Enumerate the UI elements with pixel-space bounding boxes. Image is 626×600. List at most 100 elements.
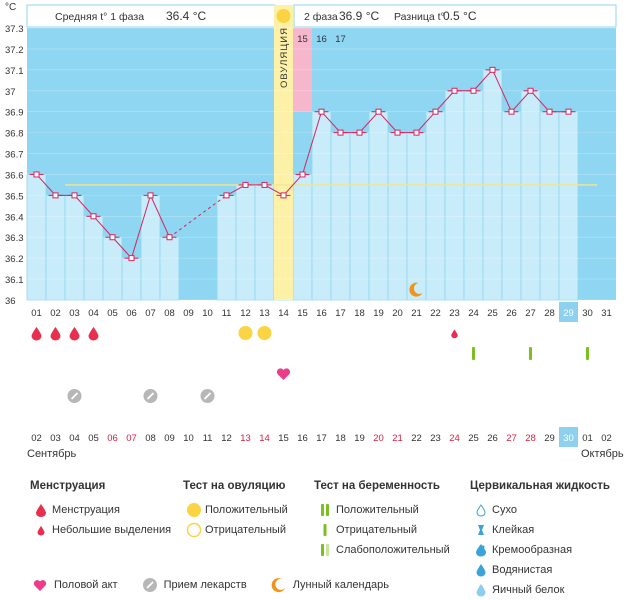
- temperature-line-segment: [530, 90, 550, 113]
- cycle-day-label: 05: [107, 308, 118, 319]
- legend-ovulation-test: Тест на овуляцию Положительный Отрицател…: [183, 480, 288, 540]
- legend-label: Клейкая: [492, 524, 535, 536]
- date-label: 29: [544, 433, 555, 444]
- temperature-point: [223, 192, 230, 199]
- temperature-line-segment: [492, 69, 512, 112]
- pill-icon-stripe: [203, 392, 212, 400]
- date-label: 07: [126, 433, 137, 444]
- legend-label: Водянистая: [492, 564, 553, 576]
- temperature-point: [337, 129, 344, 136]
- date-label: 02: [601, 433, 612, 444]
- temperature-point: [147, 192, 154, 199]
- y-tick-label: 36.6: [5, 170, 24, 181]
- ovulation-negative-icon: [183, 522, 205, 538]
- pregnancy-test-negative-icon: [529, 347, 532, 360]
- temperature-line-segment: [36, 174, 56, 196]
- ovulation-sun-icon: [276, 9, 291, 23]
- date-label: 18: [335, 433, 346, 444]
- pill-icon-stripe: [70, 392, 79, 400]
- top-day-label: 16: [316, 34, 327, 45]
- temperature-point: [565, 108, 572, 115]
- date-label: 12: [221, 433, 232, 444]
- light-spotting-drop-icon: [451, 329, 458, 339]
- legend-pregnancy-title: Тест на беременность: [314, 480, 440, 492]
- date-label: 28: [525, 433, 536, 444]
- temperature-bar: [425, 111, 446, 301]
- temperature-point: [90, 213, 97, 220]
- temperature-bar: [159, 236, 180, 301]
- temperature-point: [413, 129, 420, 136]
- date-label: 14: [259, 433, 270, 444]
- legend-label: Лунный календарь: [292, 579, 389, 591]
- temperature-point: [432, 108, 439, 115]
- cycle-day-label: 25: [487, 308, 498, 319]
- cycle-day-label: 12: [240, 308, 251, 319]
- date-label: 23: [430, 433, 441, 444]
- today-cycle-day-highlight: [559, 302, 578, 322]
- y-tick-label: 37.2: [5, 45, 24, 56]
- diff-label: Разница t°: [394, 11, 445, 23]
- cycle-day-label: 20: [392, 308, 403, 319]
- legend-item-menstruation: Менструация: [30, 500, 171, 520]
- legend-cervical: Цервикальная жидкость Сухо Клейкая Кремо…: [470, 480, 610, 600]
- month-label-right: Октябрь: [581, 448, 624, 460]
- cycle-day-label: 19: [373, 308, 384, 319]
- legend-label: Кремообразная: [492, 544, 573, 556]
- pregnancy-positive-icon: [314, 503, 336, 517]
- temperature-point: [109, 234, 116, 241]
- temperature-bar: [216, 194, 237, 301]
- date-label: 21: [392, 433, 403, 444]
- watery-drop-icon: [470, 563, 492, 577]
- pregnancy-weak-icon: [314, 543, 336, 557]
- cycle-day-label: 04: [88, 308, 99, 319]
- date-label: 16: [297, 433, 308, 444]
- dry-drop-icon: [470, 503, 492, 517]
- temperature-line-segment: [226, 184, 246, 196]
- cycle-day-label: 23: [449, 308, 460, 319]
- cycle-day-label: 21: [411, 308, 422, 319]
- date-label: 05: [88, 433, 99, 444]
- temperature-bar: [254, 184, 275, 301]
- month-label-left: Сентябрь: [27, 448, 77, 460]
- temperature-line-segment: [112, 236, 132, 259]
- legend-item-creamy: Кремообразная: [470, 540, 610, 560]
- temperature-point: [71, 192, 78, 199]
- cycle-day-label: 08: [164, 308, 175, 319]
- cycle-day-label: 31: [601, 308, 612, 319]
- phase2-label: 2 фаза: [304, 11, 338, 23]
- temperature-point: [166, 234, 173, 241]
- temperature-point: [489, 66, 496, 73]
- ovulation-band: [274, 5, 293, 300]
- cycle-day-label: 15: [297, 308, 308, 319]
- date-label: 15: [278, 433, 289, 444]
- date-label: 10: [183, 433, 194, 444]
- date-label: 30: [563, 433, 574, 444]
- date-label: 08: [145, 433, 156, 444]
- phase1-value: 36.4 °C: [166, 9, 206, 23]
- phase1-label: Средняя t° 1 фаза: [55, 11, 144, 23]
- temperature-bar: [501, 111, 522, 301]
- cycle-day-label: 22: [430, 308, 441, 319]
- temperature-point: [527, 87, 534, 94]
- legend-item-preg-positive: Положительный: [314, 500, 450, 520]
- temperature-point: [299, 171, 306, 178]
- y-tick-label: 36.3: [5, 233, 24, 244]
- temperature-point: [33, 171, 40, 178]
- menstruation-drop-icon: [31, 327, 42, 341]
- cycle-day-label: 11: [222, 308, 232, 319]
- legend-label: Яичный белок: [492, 584, 565, 596]
- date-label: 11: [203, 433, 213, 444]
- cycle-day-label: 13: [259, 308, 270, 319]
- date-label: 02: [31, 433, 42, 444]
- cycle-day-label: 02: [50, 308, 61, 319]
- temperature-point: [280, 192, 287, 199]
- legend-pregnancy-test: Тест на беременность Положительный Отриц…: [314, 480, 450, 560]
- y-tick-label: 36.4: [5, 212, 24, 223]
- legend-cervical-title: Цервикальная жидкость: [470, 480, 610, 492]
- ovulation-positive-icon: [183, 502, 205, 518]
- pregnancy-negative-icon: [314, 523, 336, 537]
- cycle-day-label: 24: [468, 308, 479, 319]
- y-tick-label: 36.8: [5, 129, 24, 140]
- ovulation-label: ОВУЛЯЦИЯ: [279, 27, 290, 88]
- legend-item-sticky: Клейкая: [470, 520, 610, 540]
